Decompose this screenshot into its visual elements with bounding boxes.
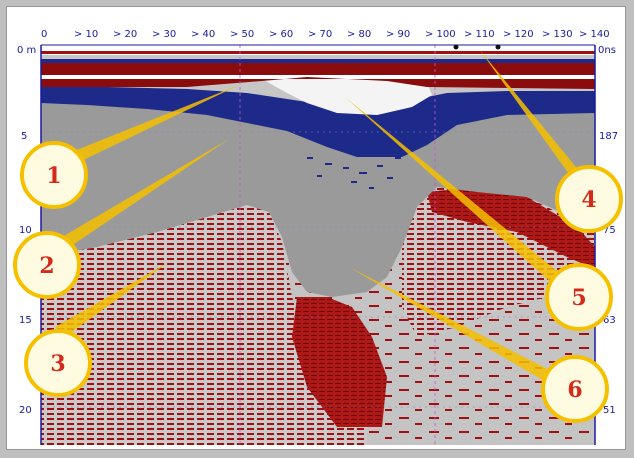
left-red-reflector <box>41 205 367 445</box>
navy-band <box>41 87 595 157</box>
left-tick-label: 0 m <box>17 45 36 56</box>
horizontal-gridlines <box>41 131 595 408</box>
callout-number: 3 <box>50 351 65 377</box>
callout-number: 5 <box>571 285 586 311</box>
right-tick-label: 75 <box>603 225 616 236</box>
navy-thin-stripe <box>41 59 595 63</box>
top-tick-label: > 110 <box>464 29 495 40</box>
callout-number: 1 <box>46 163 61 189</box>
callout-number: 4 <box>581 187 596 213</box>
top-tick-label: > 40 <box>191 29 215 40</box>
axis-marker-dot <box>453 44 459 50</box>
top-tick-label: > 50 <box>230 29 254 40</box>
top-tick-label: > 140 <box>579 29 610 40</box>
callout-3: 3 <box>24 329 92 397</box>
top-tick-label: > 80 <box>347 29 371 40</box>
top-tick-label: > 90 <box>386 29 410 40</box>
white-bowl <box>262 71 432 115</box>
right-tick-label: 51 <box>603 405 616 416</box>
top-tick-label: > 60 <box>269 29 293 40</box>
left-tick-label: 20 <box>19 405 32 416</box>
top-tick-label: > 130 <box>542 29 573 40</box>
central-red-reflector <box>292 297 387 427</box>
top-axis-labels: 0 > 10 > 20 > 30 > 40 > 50 > 60 > 70 > 8… <box>41 29 610 40</box>
top-tick-label: > 120 <box>503 29 534 40</box>
top-tick-label: > 20 <box>113 29 137 40</box>
callout-number: 2 <box>39 253 54 279</box>
red-top-layer <box>41 63 595 75</box>
callout-5: 5 <box>545 263 613 331</box>
navy-scatter <box>307 157 401 189</box>
radargram-frame: 0 > 10 > 20 > 30 > 40 > 50 > 60 > 70 > 8… <box>6 6 626 450</box>
top-white-stripe <box>41 45 595 55</box>
left-tick-label: 15 <box>19 315 32 326</box>
right-tick-label: 0ns <box>598 45 616 56</box>
callout-2: 2 <box>13 231 81 299</box>
left-tick-label: 5 <box>21 131 27 142</box>
gray-homogeneous-zone <box>41 102 595 297</box>
left-tick-label: 10 <box>19 225 32 236</box>
vertical-gridlines <box>239 45 436 445</box>
callout-number: 6 <box>567 377 582 403</box>
left-axis-labels: 0 m 5 10 15 20 <box>17 45 36 416</box>
right-tick-label: 187 <box>599 131 618 142</box>
right-tick-label: 63 <box>603 315 616 326</box>
callout-4: 4 <box>555 165 623 233</box>
axis-marker-dot <box>495 44 501 50</box>
top-tick-label: > 30 <box>152 29 176 40</box>
top-tick-label: 0 <box>41 29 47 40</box>
callout-6: 6 <box>541 355 609 423</box>
radargram-diagram: 0 > 10 > 20 > 30 > 40 > 50 > 60 > 70 > 8… <box>13 29 623 445</box>
callout-pointers <box>45 49 599 385</box>
top-tick-label: > 70 <box>308 29 332 40</box>
callout-1: 1 <box>20 141 88 209</box>
top-tick-label: > 100 <box>425 29 456 40</box>
top-tick-label: > 10 <box>74 29 98 40</box>
right-axis-labels: 0ns 187 75 63 51 <box>598 45 618 416</box>
